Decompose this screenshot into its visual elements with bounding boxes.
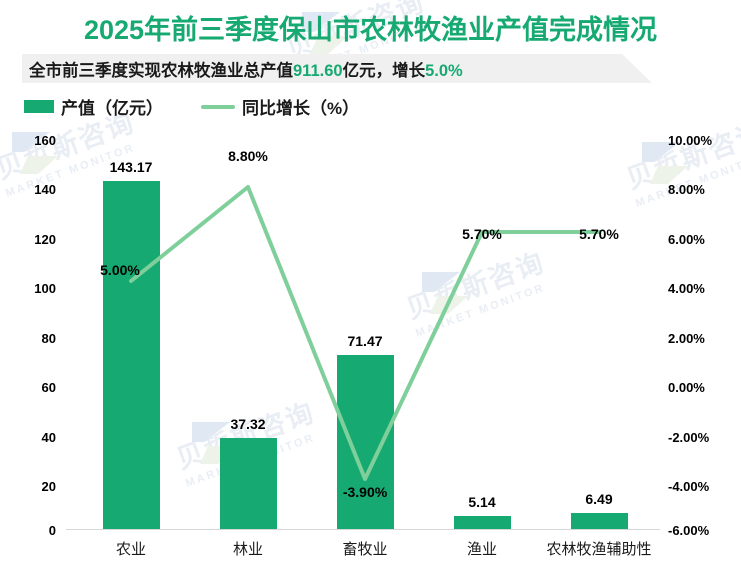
subtitle-middle: 亿元，增长 <box>342 61 426 80</box>
line-value-label: 5.00% <box>100 262 140 278</box>
y-axis-right-tick: -6.00% <box>668 523 710 538</box>
y-axis-left-tick: 0 <box>48 523 56 538</box>
y-axis-left-tick: 20 <box>41 479 56 494</box>
legend-line-swatch-icon <box>201 104 235 109</box>
subtitle-growth-value: 5.0% <box>425 61 463 80</box>
bar-value-label: 5.14 <box>468 494 496 510</box>
line-value-label: 5.70% <box>579 226 619 242</box>
x-axis-label-fuzhuxing: 农林牧渔辅助性 <box>546 541 652 558</box>
chart-legend: 产值（亿元） 同比增长（%） <box>24 94 397 119</box>
y-axis-right-tick: 4.00% <box>668 281 705 296</box>
y-axis-right-tick: -2.00% <box>668 430 710 445</box>
bar-nongye[interactable] <box>103 181 160 529</box>
legend-item-line[interactable]: 同比增长（%） <box>201 94 359 119</box>
legend-bar-swatch-icon <box>24 100 54 113</box>
x-axis-label-linye: 林业 <box>232 541 264 558</box>
bar-linye[interactable] <box>220 438 277 529</box>
x-axis-baseline <box>66 529 660 530</box>
y-axis-left-tick: 160 <box>34 133 56 148</box>
y-axis-left-tick: 120 <box>34 232 56 247</box>
y-axis-right-tick: 2.00% <box>668 331 705 346</box>
subtitle-total-value: 911.60 <box>293 61 343 80</box>
legend-item-label: 同比增长（%） <box>242 99 360 118</box>
y-axis-right-tick: -4.00% <box>668 479 710 494</box>
line-value-label: 5.70% <box>462 226 502 242</box>
subtitle-prefix: 全市前三季度实现农林牧渔业总产值 <box>29 61 293 80</box>
x-axis-label-xumuye: 畜牧业 <box>342 541 388 558</box>
x-axis-label-nongye: 农业 <box>115 541 147 558</box>
y-axis-left-tick: 80 <box>41 331 56 346</box>
y-axis-right-tick: 8.00% <box>668 182 705 197</box>
bar-xumuye[interactable] <box>337 355 394 529</box>
bar-yuye[interactable] <box>454 516 511 529</box>
line-value-label: 8.80% <box>228 148 268 164</box>
bar-value-label: 71.47 <box>347 333 383 349</box>
bar-value-label: 37.32 <box>230 416 266 432</box>
x-axis-label-yuye: 渔业 <box>466 541 498 558</box>
y-axis-left-tick: 100 <box>34 281 56 296</box>
y-axis-left-tick: 40 <box>41 430 56 445</box>
y-axis-left-tick: 140 <box>34 182 56 197</box>
chart-title: 2025年前三季度保山市农林牧渔业产值完成情况 <box>83 15 658 45</box>
y-axis-right-tick: 0.00% <box>668 380 705 395</box>
legend-item-label: 产值（亿元） <box>61 99 163 118</box>
line-value-label: -3.90% <box>342 484 388 500</box>
bar-value-label: 143.17 <box>109 159 153 175</box>
subtitle-banner: 全市前三季度实现农林牧渔业总产值911.60亿元，增长5.0% <box>22 54 652 83</box>
subtitle-text: 全市前三季度实现农林牧渔业总产值911.60亿元，增长5.0% <box>22 57 463 81</box>
bar-value-label: 6.49 <box>585 491 613 507</box>
y-axis-right-tick: 6.00% <box>668 232 705 247</box>
y-axis-left-tick: 60 <box>41 380 56 395</box>
bar-fuzhuxing[interactable] <box>571 513 628 529</box>
legend-item-bar[interactable]: 产值（亿元） <box>24 94 163 119</box>
subtitle-banner-background <box>22 54 652 83</box>
y-axis-right-tick: 10.00% <box>668 133 713 148</box>
